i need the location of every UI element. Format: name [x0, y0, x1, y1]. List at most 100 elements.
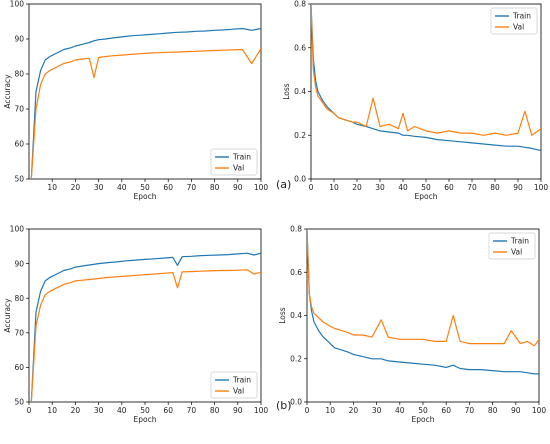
- x-tick-label: 90: [233, 183, 243, 192]
- x-tick-label: 20: [71, 406, 81, 415]
- series-line-train: [30, 252, 261, 402]
- x-tick-label: 80: [490, 183, 500, 192]
- x-tick-label: 70: [467, 183, 477, 192]
- y-tick-label: 80: [14, 294, 24, 303]
- y-tick-label: 50: [14, 398, 24, 407]
- x-tick-label: 30: [375, 183, 385, 192]
- x-tick-label: 100: [534, 183, 549, 192]
- y-tick-label: 0.8: [294, 0, 306, 9]
- legend: Train Val: [210, 371, 258, 399]
- x-tick-label: 100: [254, 406, 269, 415]
- x-tick-label: 30: [94, 406, 104, 415]
- x-tick-label: 0: [27, 406, 32, 415]
- y-tick-label: 100: [10, 0, 25, 9]
- chart-a-accuracy: 10 20 30 40 50 60 70 80 90 100 50 60 70 80 90 100 Epoch A…: [3, 0, 268, 201]
- y-tick-label: 0.0: [290, 398, 302, 407]
- legend-label-train: Train: [232, 376, 251, 385]
- x-tick-label: 30: [372, 406, 382, 415]
- y-tick-label: 0.6: [290, 268, 302, 277]
- y-tick-label: 60: [14, 140, 24, 149]
- y-tick-label: 80: [14, 70, 24, 79]
- y-tick-label: 0.0: [294, 175, 306, 184]
- y-tick-label: 0.4: [290, 311, 302, 320]
- x-tick-label: 60: [163, 406, 173, 415]
- x-tick-label: 70: [187, 183, 197, 192]
- series-line-train: [307, 229, 539, 375]
- x-tick-label: 100: [532, 406, 547, 415]
- y-tick-label: 100: [10, 225, 25, 234]
- x-tick-label: 70: [465, 406, 475, 415]
- x-tick-label: 20: [71, 183, 81, 192]
- x-tick-label: 40: [398, 183, 408, 192]
- y-tick-label: 70: [14, 105, 24, 114]
- y-tick-label: 60: [14, 363, 24, 372]
- legend: Train Val: [488, 232, 536, 260]
- chart-b-loss: 0 10 20 30 40 50 60 70 80 90 100 0.0 0.2 0.4 0.6 0.8 Epo…: [278, 225, 546, 424]
- x-tick-label: 40: [117, 183, 127, 192]
- y-axis-label: Loss: [278, 307, 287, 324]
- y-tick-label: 90: [14, 259, 24, 268]
- legend-label-train: Train: [510, 237, 529, 246]
- y-tick-label: 0.4: [294, 87, 306, 96]
- series-line-val: [307, 229, 539, 347]
- y-axis-label: Loss: [282, 83, 291, 100]
- series-line-train: [30, 27, 261, 179]
- y-tick-label: 50: [14, 175, 24, 184]
- x-axis-label: Epoch: [415, 192, 438, 201]
- y-axis-label: Accuracy: [3, 298, 12, 333]
- x-axis-label: Epoch: [134, 192, 157, 201]
- x-tick-label: 0: [309, 183, 314, 192]
- x-tick-label: 30: [94, 183, 104, 192]
- x-tick-label: 50: [418, 406, 428, 415]
- x-tick-label: 10: [329, 183, 339, 192]
- chart-a-loss: 0 10 20 30 40 50 60 70 80 90 100 0.0 0.2 0.4 0.6 0.8 Epo…: [282, 0, 548, 201]
- x-tick-label: 10: [47, 183, 57, 192]
- x-tick-label: 60: [441, 406, 451, 415]
- y-tick-label: 0.2: [290, 354, 302, 363]
- series-line-train: [311, 4, 541, 152]
- x-tick-label: 50: [140, 406, 150, 415]
- legend-label-train: Train: [512, 12, 531, 21]
- x-tick-label: 50: [140, 183, 150, 192]
- x-tick-label: 80: [488, 406, 498, 415]
- y-tick-label: 0.6: [294, 43, 306, 52]
- x-tick-label: 90: [233, 406, 243, 415]
- caption-b: (b): [276, 399, 292, 412]
- legend: Train Val: [490, 7, 538, 35]
- series-line-val: [311, 4, 541, 136]
- legend-label-val: Val: [513, 23, 524, 32]
- legend-label-train: Train: [232, 153, 251, 162]
- y-tick-label: 0.2: [294, 131, 306, 140]
- caption-a: (a): [276, 178, 292, 191]
- x-tick-label: 20: [349, 406, 359, 415]
- y-tick-label: 0.8: [290, 225, 302, 234]
- y-axis-label: Accuracy: [3, 74, 12, 109]
- x-tick-label: 60: [444, 183, 454, 192]
- x-axis-label: Epoch: [134, 415, 157, 424]
- x-tick-label: 10: [47, 406, 57, 415]
- x-tick-label: 0: [305, 406, 310, 415]
- series-line-val: [30, 269, 261, 402]
- series-line-val: [30, 48, 261, 179]
- x-tick-label: 90: [513, 183, 523, 192]
- y-tick-label: 70: [14, 329, 24, 338]
- legend-label-val: Val: [233, 387, 244, 396]
- legend: Train Val: [210, 148, 258, 176]
- chart-b-accuracy: 0 10 20 30 40 50 60 70 80 90 100 50 60 70 80 90 100 Epoch…: [3, 225, 268, 424]
- x-tick-label: 100: [254, 183, 269, 192]
- legend-label-val: Val: [511, 248, 522, 257]
- x-tick-label: 20: [352, 183, 362, 192]
- x-tick-label: 80: [210, 406, 220, 415]
- legend-label-val: Val: [233, 164, 244, 173]
- x-tick-label: 50: [421, 183, 431, 192]
- x-tick-label: 80: [210, 183, 220, 192]
- x-axis-label: Epoch: [412, 415, 435, 424]
- x-tick-label: 40: [395, 406, 405, 415]
- x-tick-label: 10: [325, 406, 335, 415]
- x-tick-label: 60: [163, 183, 173, 192]
- x-tick-label: 90: [511, 406, 521, 415]
- y-tick-label: 90: [14, 35, 24, 44]
- x-tick-label: 70: [187, 406, 197, 415]
- x-tick-label: 40: [117, 406, 127, 415]
